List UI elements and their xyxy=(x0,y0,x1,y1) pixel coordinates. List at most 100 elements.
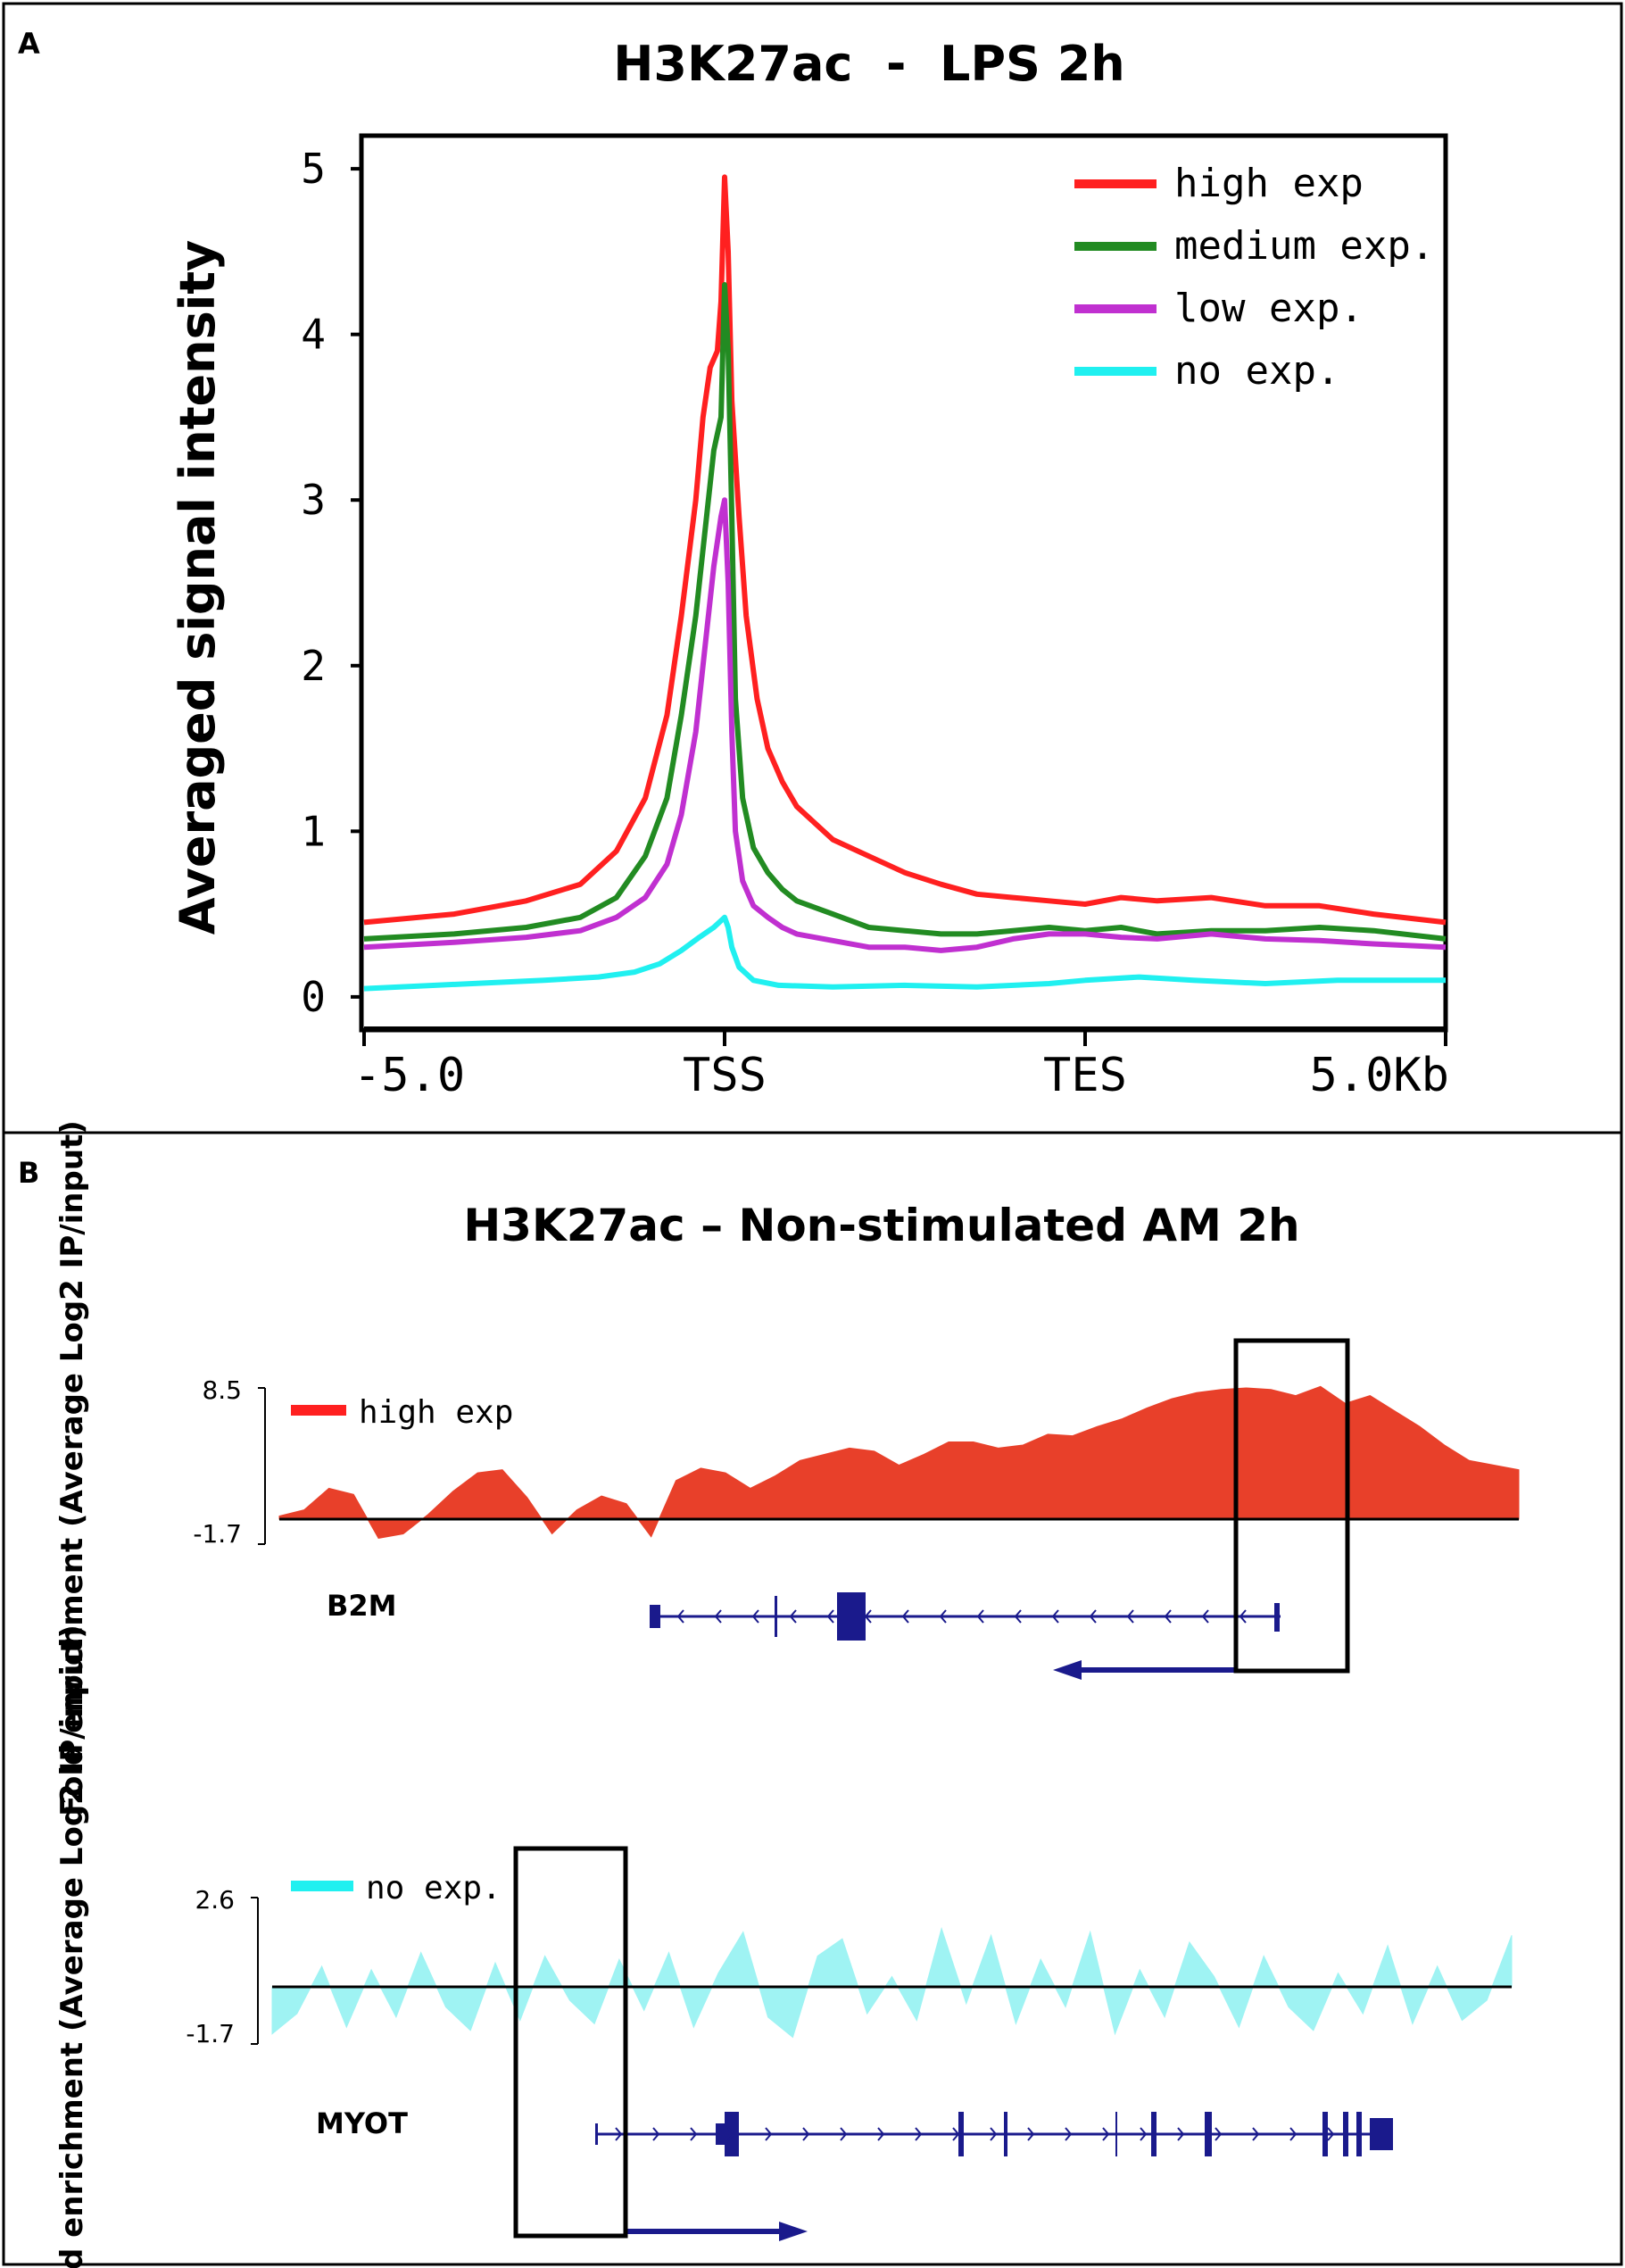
gene-name: B2M xyxy=(327,1589,397,1623)
strand-chevron xyxy=(1051,1609,1059,1624)
panel-a: A H3K27ac - LPS 2h Averaged signal inten… xyxy=(2,2,1623,1134)
strand-chevron xyxy=(990,2127,998,2141)
legend-label: no exp. xyxy=(1174,348,1339,394)
b2m-strand-chevrons xyxy=(676,1609,1247,1624)
y-tick-label: 1 xyxy=(301,807,326,855)
strand-chevron xyxy=(826,1609,834,1624)
strand-chevron xyxy=(1289,2127,1298,2141)
panel-b-border xyxy=(2,1131,1623,2266)
myot-exon xyxy=(1343,2112,1348,2156)
strand-chevron xyxy=(1215,2127,1223,2141)
panel-a-y-axis: 0 1 2 3 4 5 xyxy=(301,145,361,1021)
track-ymax-label: 2.6 xyxy=(195,1885,235,1915)
strand-chevron xyxy=(751,1609,759,1624)
panel-a-plot-frame xyxy=(359,133,1448,1033)
myot-strand-chevrons xyxy=(615,2127,1335,2141)
myot-exon xyxy=(1004,2112,1007,2156)
myot-tss-highlight-box xyxy=(513,1846,628,2239)
strand-chevron xyxy=(952,2127,960,2141)
strand-chevron xyxy=(1327,2127,1335,2141)
track-ymax-label: 8.5 xyxy=(202,1375,242,1405)
b2m-exon xyxy=(1274,1603,1280,1632)
b2m-exon xyxy=(775,1596,777,1637)
strand-chevron xyxy=(1014,1609,1022,1624)
strand-chevron xyxy=(1065,2127,1073,2141)
myot-exon xyxy=(958,2112,964,2156)
strand-chevron xyxy=(1102,2127,1110,2141)
myot-gene-model xyxy=(595,2112,1393,2241)
panel-a-legend: high exp medium exp. low exp. no exp. xyxy=(1074,161,1434,394)
panel-b-title: H3K27ac – Non-stimulated AM 2h xyxy=(463,1200,1299,1251)
y-tick-label: 5 xyxy=(301,145,326,193)
strand-chevron xyxy=(802,2127,810,2141)
strand-chevron xyxy=(1126,1609,1134,1624)
legend-label: high exp xyxy=(1174,161,1364,206)
strand-chevron xyxy=(765,2127,773,2141)
b2m-direction-arrowhead xyxy=(1053,1660,1082,1680)
strand-chevron xyxy=(676,1609,684,1624)
panel-a-y-axis-label: Averaged signal intensity xyxy=(170,240,226,935)
series-line-medium-exp xyxy=(363,282,1447,942)
strand-chevron xyxy=(727,2127,735,2141)
myot-exon xyxy=(1115,2112,1117,2156)
b2m-exon xyxy=(650,1605,660,1628)
panel-b-label: B xyxy=(18,1156,39,1190)
x-tick-label: -5.0 xyxy=(353,1049,465,1102)
b2m-exon xyxy=(837,1592,866,1641)
strand-chevron xyxy=(939,1609,947,1624)
legend-label: low exp. xyxy=(1174,286,1364,331)
x-tick-label: TES xyxy=(1043,1049,1127,1102)
strand-chevron xyxy=(714,1609,722,1624)
track-ymin-label: -1.7 xyxy=(186,2019,235,2048)
legend-label: medium exp. xyxy=(1174,223,1434,269)
strand-chevron xyxy=(840,2127,848,2141)
track-myot: Fold enrichment (Average Log2 IP/input) 2… xyxy=(54,1624,1513,2268)
y-tick-label: 3 xyxy=(301,476,326,524)
strand-chevron xyxy=(1239,1609,1247,1624)
track-ymin-label: -1.7 xyxy=(193,1519,242,1549)
strand-chevron xyxy=(1177,2127,1185,2141)
b2m-gene-model xyxy=(650,1592,1281,1680)
series-line-high-exp xyxy=(363,174,1447,926)
strand-chevron xyxy=(1201,1609,1209,1624)
panel-a-title: H3K27ac - LPS 2h xyxy=(613,36,1125,92)
strand-chevron xyxy=(789,1609,797,1624)
strand-chevron xyxy=(615,2127,623,2141)
track-signal-area xyxy=(271,1926,1513,2039)
panel-a-label: A xyxy=(18,27,40,61)
strand-chevron xyxy=(915,2127,923,2141)
panel-b-tracks: Fold enrichment (Average Log2 IP/input) 8… xyxy=(54,1120,1520,2268)
panel-a-series xyxy=(363,174,1447,992)
myot-exon xyxy=(1356,2112,1362,2156)
x-tick-label: TSS xyxy=(683,1049,767,1102)
myot-exon xyxy=(716,2123,725,2145)
panel-a-border xyxy=(2,2,1623,1134)
panel-b: B H3K27ac – Non-stimulated AM 2h Fold en… xyxy=(2,1120,1623,2268)
myot-exon xyxy=(725,2112,739,2156)
strand-chevron xyxy=(976,1609,984,1624)
myot-exon xyxy=(595,2123,598,2145)
strand-chevron xyxy=(864,1609,872,1624)
myot-exon xyxy=(1151,2112,1157,2156)
series-line-no-exp xyxy=(363,914,1446,992)
myot-exon xyxy=(1322,2112,1328,2156)
strand-chevron xyxy=(901,1609,909,1624)
myot-exon xyxy=(1205,2112,1212,2156)
y-tick-label: 0 xyxy=(301,973,326,1021)
strand-chevron xyxy=(1164,1609,1172,1624)
b2m-tss-highlight-box xyxy=(1233,1338,1350,1674)
strand-chevron xyxy=(877,2127,885,2141)
track-legend-label: high exp xyxy=(359,1394,513,1431)
strand-chevron xyxy=(1027,2127,1035,2141)
gene-name: MYOT xyxy=(316,2106,408,2140)
myot-direction-arrowhead xyxy=(779,2222,808,2241)
track-b2m: Fold enrichment (Average Log2 IP/input) 8… xyxy=(54,1120,1520,1816)
strand-chevron xyxy=(1140,2127,1148,2141)
y-tick-label: 4 xyxy=(301,311,326,359)
strand-chevron xyxy=(690,2127,698,2141)
strand-chevron xyxy=(652,2127,660,2141)
strand-chevron xyxy=(1089,1609,1097,1624)
y-tick-label: 2 xyxy=(301,642,326,690)
myot-exon xyxy=(1370,2118,1393,2150)
